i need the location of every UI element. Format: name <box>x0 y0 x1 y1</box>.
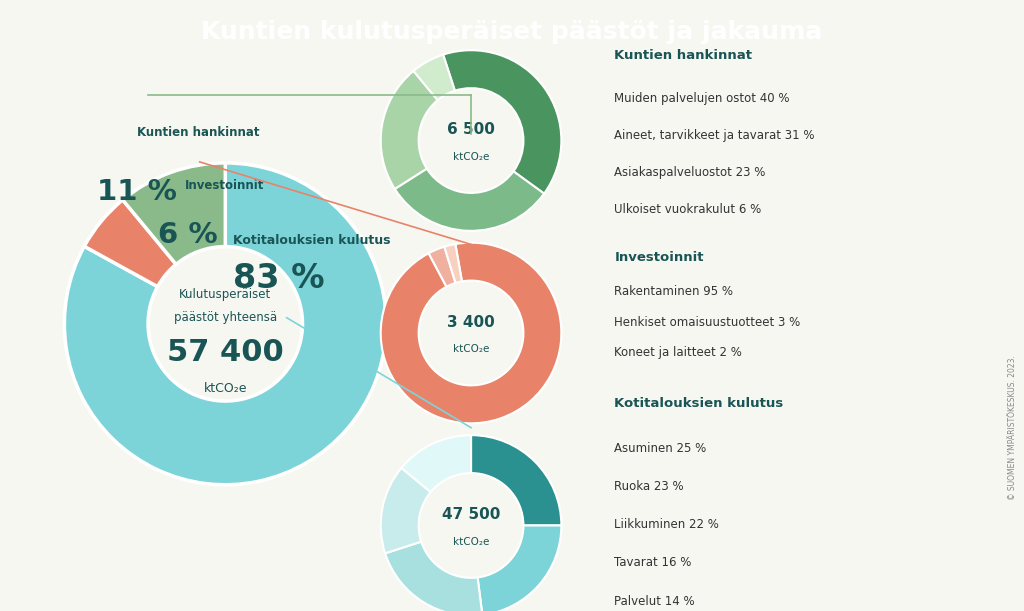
Text: Ruoka 23 %: Ruoka 23 % <box>614 480 684 493</box>
Wedge shape <box>381 71 437 189</box>
Wedge shape <box>401 435 471 492</box>
Text: Rakentaminen 95 %: Rakentaminen 95 % <box>614 285 733 298</box>
Wedge shape <box>84 200 176 287</box>
Text: 6 %: 6 % <box>158 221 217 249</box>
Text: Kulutusperäiset: Kulutusperäiset <box>179 288 271 301</box>
Text: Kotitalouksien kulutus: Kotitalouksien kulutus <box>614 397 783 410</box>
Text: 11 %: 11 % <box>96 178 176 206</box>
Text: Asiakaspalveluostot 23 %: Asiakaspalveluostot 23 % <box>614 166 766 179</box>
Text: Kuntien hankinnat: Kuntien hankinnat <box>137 126 259 139</box>
Text: 47 500: 47 500 <box>441 507 501 522</box>
Text: Muiden palvelujen ostot 40 %: Muiden palvelujen ostot 40 % <box>614 92 790 105</box>
Text: Tavarat 16 %: Tavarat 16 % <box>614 557 692 569</box>
Wedge shape <box>444 244 462 283</box>
Text: Henkiset omaisuustuotteet 3 %: Henkiset omaisuustuotteet 3 % <box>614 316 801 329</box>
Wedge shape <box>477 525 561 611</box>
Text: ktCO₂e: ktCO₂e <box>453 536 489 547</box>
Text: Palvelut 14 %: Palvelut 14 % <box>614 595 695 608</box>
Text: Investoinnit: Investoinnit <box>614 251 703 263</box>
Text: Kuntien hankinnat: Kuntien hankinnat <box>614 49 753 62</box>
Text: Aineet, tarvikkeet ja tavarat 31 %: Aineet, tarvikkeet ja tavarat 31 % <box>614 129 815 142</box>
Text: Asuminen 25 %: Asuminen 25 % <box>614 442 707 455</box>
Text: ktCO₂e: ktCO₂e <box>453 152 489 162</box>
Text: Koneet ja laitteet 2 %: Koneet ja laitteet 2 % <box>614 346 742 359</box>
Text: 83 %: 83 % <box>233 262 325 295</box>
Text: Liikkuminen 22 %: Liikkuminen 22 % <box>614 518 719 531</box>
Wedge shape <box>381 468 431 554</box>
Text: © SUOMEN YMPÄRISTÖKESKUS. 2023.: © SUOMEN YMPÄRISTÖKESKUS. 2023. <box>1008 355 1017 500</box>
Wedge shape <box>381 243 561 423</box>
Wedge shape <box>429 247 456 287</box>
Wedge shape <box>414 54 455 100</box>
Text: 57 400: 57 400 <box>167 338 284 367</box>
Text: ktCO₂e: ktCO₂e <box>453 344 489 354</box>
Text: 3 400: 3 400 <box>447 315 495 330</box>
Text: Kotitalouksien kulutus: Kotitalouksien kulutus <box>233 233 391 247</box>
Wedge shape <box>443 50 561 194</box>
Text: Investoinnit: Investoinnit <box>185 179 264 192</box>
Text: ktCO₂e: ktCO₂e <box>204 382 247 395</box>
Wedge shape <box>395 169 544 231</box>
Wedge shape <box>123 163 225 265</box>
Text: 6 500: 6 500 <box>447 122 495 137</box>
Text: Ulkoiset vuokrakulut 6 %: Ulkoiset vuokrakulut 6 % <box>614 203 762 216</box>
Wedge shape <box>65 163 386 485</box>
Wedge shape <box>471 435 561 525</box>
Text: Kuntien kulutusperäiset päästöt ja jakauma: Kuntien kulutusperäiset päästöt ja jakau… <box>202 20 822 44</box>
Wedge shape <box>385 541 482 611</box>
Text: päästöt yhteensä: päästöt yhteensä <box>174 311 276 324</box>
